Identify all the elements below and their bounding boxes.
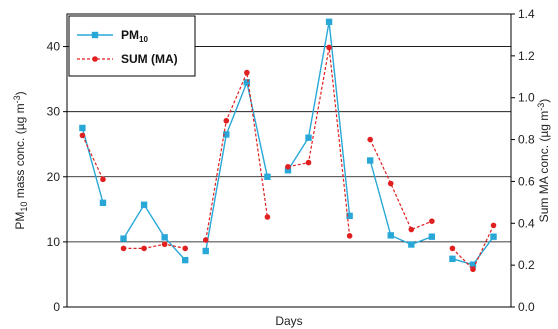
- data-point-sum-ma: [244, 69, 250, 76]
- data-point-pm10: [325, 18, 333, 26]
- right-tick-label: 1.0: [518, 91, 535, 105]
- data-point-sum-ma: [387, 180, 394, 187]
- y2-axis-title-end: ): [537, 99, 551, 103]
- right-tick-label: 0.4: [518, 216, 535, 230]
- data-point-sum-ma: [100, 176, 106, 183]
- data-point-pm10: [161, 234, 168, 241]
- data-point-pm10: [449, 255, 456, 263]
- y-axis-title-end: ): [13, 91, 27, 95]
- series-pm10: [79, 18, 497, 268]
- legend: PM10 SUM (MA): [68, 15, 196, 77]
- data-point-sum-ma: [305, 159, 312, 166]
- data-point-sum-ma: [182, 245, 188, 252]
- series-sum-ma: [79, 44, 497, 273]
- data-point-pm10: [305, 134, 312, 141]
- legend-label-pm10: PM10: [121, 28, 148, 44]
- left-tick-label: 10: [47, 235, 61, 249]
- series-line-pm10: [369, 160, 433, 246]
- data-point-sum-ma: [408, 226, 415, 233]
- legend-label-text: PM: [121, 28, 139, 42]
- data-point-pm10: [140, 201, 148, 208]
- data-point-sum-ma: [429, 218, 435, 224]
- right-tick-label: 0.2: [518, 258, 535, 272]
- series-line-sum-ma: [451, 225, 495, 271]
- data-point-sum-ma: [202, 237, 209, 243]
- left-tick-label: 30: [47, 105, 61, 119]
- y-axis-title-main: PM: [13, 212, 27, 230]
- data-point-pm10: [79, 124, 86, 132]
- right-tick-label: 1.2: [518, 49, 535, 63]
- series-line-sum-ma: [369, 139, 433, 231]
- data-point-pm10: [120, 235, 127, 242]
- data-point-sum-ma: [346, 233, 353, 239]
- legend-label-sum-ma: SUM (MA): [121, 52, 178, 66]
- right-tick-label: 0.6: [518, 174, 535, 188]
- data-point-sum-ma: [449, 245, 456, 252]
- data-point-pm10: [366, 157, 374, 164]
- data-point-pm10: [408, 241, 415, 248]
- y-axis-title: PM10 mass conc. (µg m-3): [12, 91, 29, 229]
- y2-axis-title-main: Sum MA conc. (µg m: [537, 111, 551, 223]
- data-point-sum-ma: [367, 136, 373, 143]
- series-layer: [79, 18, 497, 273]
- y2-axis-title-sup: -3: [536, 103, 546, 111]
- data-point-sum-ma: [470, 266, 476, 273]
- data-point-pm10: [387, 232, 394, 239]
- y-axis-title-sub: 10: [19, 202, 29, 212]
- data-point-sum-ma: [141, 245, 147, 252]
- left-axis-ticks: 0 10 20 30 40: [47, 40, 67, 314]
- data-point-pm10: [346, 212, 353, 220]
- right-tick-label: 1.4: [518, 7, 535, 21]
- series-line-pm10: [122, 203, 186, 261]
- right-tick-label: 0.8: [518, 133, 535, 147]
- series-line-pm10: [287, 21, 351, 216]
- data-point-pm10: [223, 131, 230, 138]
- data-point-sum-ma: [285, 163, 291, 170]
- left-tick-label: 40: [47, 40, 61, 54]
- legend-label-text: SUM (MA): [121, 52, 178, 66]
- data-point-pm10: [202, 247, 209, 255]
- data-point-pm10: [490, 233, 497, 240]
- data-point-pm10: [181, 256, 189, 264]
- data-point-sum-ma: [79, 132, 86, 139]
- series-line-sum-ma: [123, 243, 186, 249]
- legend-marker-sum-ma: [92, 56, 98, 62]
- data-point-sum-ma: [326, 44, 332, 51]
- y2-axis-title: Sum MA conc. (µg m-3): [536, 99, 551, 223]
- x-axis-title: Days: [275, 314, 302, 328]
- data-point-sum-ma: [264, 214, 271, 220]
- data-point-pm10: [243, 79, 251, 86]
- data-point-sum-ma: [161, 241, 168, 248]
- data-point-pm10: [99, 199, 107, 207]
- data-point-pm10: [428, 233, 436, 240]
- legend-box: [68, 15, 196, 77]
- series-line-sum-ma: [205, 70, 268, 241]
- series-line-pm10: [81, 127, 104, 203]
- left-tick-label: 0: [53, 300, 60, 314]
- data-point-pm10: [469, 261, 477, 268]
- y-axis-title-sup: -3: [12, 95, 22, 103]
- data-point-sum-ma: [223, 117, 230, 124]
- series-line-pm10: [205, 80, 269, 252]
- series-line-sum-ma: [81, 135, 104, 180]
- series-line-sum-ma: [287, 47, 351, 236]
- legend-label-subscript: 10: [139, 35, 148, 44]
- data-point-sum-ma: [490, 222, 497, 229]
- left-tick-label: 20: [47, 170, 61, 184]
- grid-lines: [67, 46, 511, 243]
- data-point-pm10: [264, 173, 271, 180]
- right-axis-ticks: 0.0 0.2 0.4 0.6 0.8 1.0 1.2 1.4: [511, 7, 535, 314]
- data-point-sum-ma: [120, 245, 127, 252]
- legend-marker-pm10: [91, 31, 99, 39]
- y-axis-title-rest: mass conc. (µg m: [13, 103, 27, 201]
- data-point-pm10: [284, 167, 292, 174]
- right-tick-label: 0.0: [518, 300, 535, 314]
